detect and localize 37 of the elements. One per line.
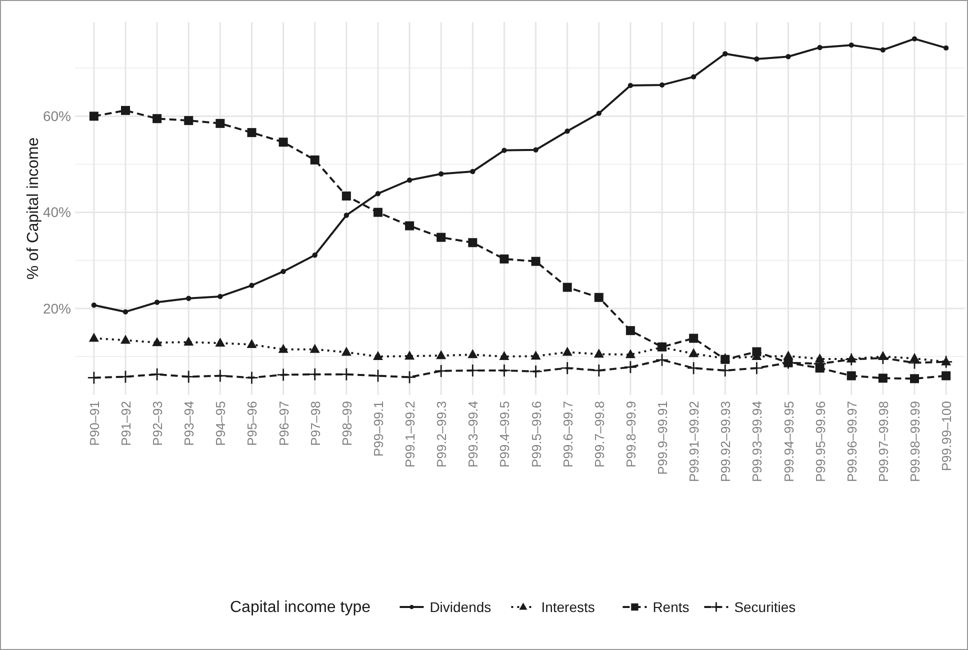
x-tick-label: P99.96–99.97 [844,401,860,482]
x-tick-label: P99.7–99.8 [592,401,607,468]
x-tick-label: P99.99–100 [939,401,954,472]
x-tick-label: P99–99.1 [370,401,386,457]
x-tick-label: P99.98–99.99 [908,401,923,482]
x-tick-label: P96–97 [276,401,292,446]
x-tick-label: P92–93 [150,401,166,446]
x-tick-label: P99.9–99.91 [655,401,670,475]
x-tick-label: P98–99 [339,401,354,446]
legend-label: Dividends [430,599,492,615]
legend-title: Capital income type [230,599,371,616]
x-tick-label: P99.3–99.4 [466,401,481,468]
x-tick-label: P94–95 [213,401,228,446]
legend-label: Interests [541,599,595,615]
x-tick-label: P99.2–99.3 [434,401,450,468]
x-tick-label: P93–94 [182,401,197,446]
x-tick-label: P99.91–99.92 [686,401,702,482]
x-tick-label: P99.8–99.9 [623,401,638,468]
x-tick-label: P99.6–99.7 [560,401,576,468]
x-tick-label: P99.93–99.94 [750,401,765,482]
legend-label: Securities [734,599,796,615]
y-tick-label: 60% [42,108,71,124]
x-tick-label: P99.5–99.6 [528,401,544,468]
x-tick-label: P99.4–99.5 [497,401,512,468]
x-tick-label: P91–92 [118,401,134,446]
legend-label: Rents [652,599,690,615]
x-tick-label: P99.94–99.95 [781,401,796,482]
x-tick-label: P95–96 [244,401,260,446]
x-tick-label: P99.97–99.98 [876,401,891,482]
x-tick-label: P99.95–99.96 [812,401,828,482]
y-tick-label: 20% [42,300,71,316]
x-tick-label: P90–91 [86,401,102,446]
x-tick-label: P97–98 [308,401,323,446]
y-axis-title: % of Capital income [25,137,42,280]
x-tick-label: P99.92–99.93 [718,401,734,482]
x-tick-label: P99.1–99.2 [402,401,418,468]
y-tick-label: 40% [42,204,71,220]
